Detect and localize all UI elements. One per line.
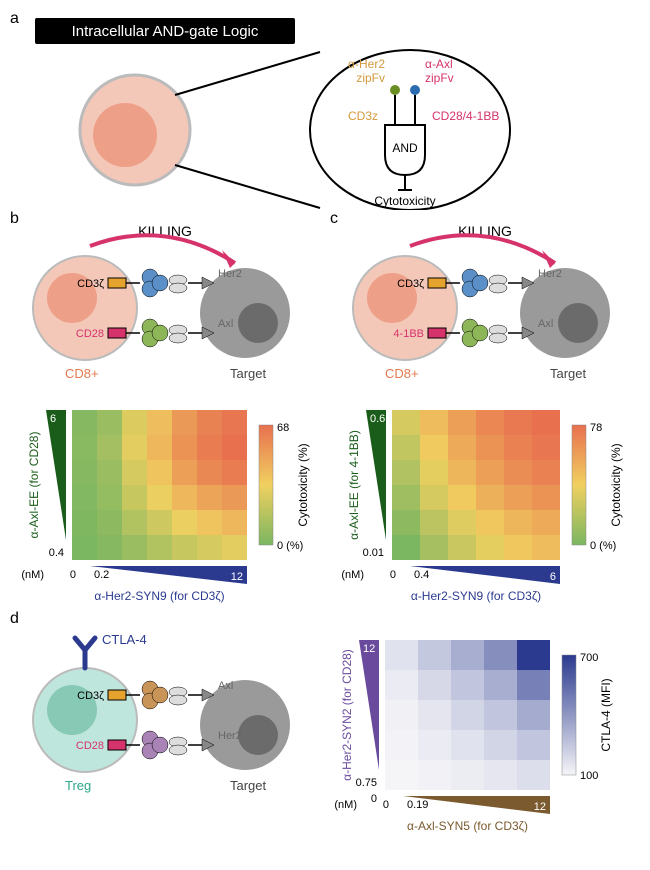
svg-text:Target: Target bbox=[230, 366, 267, 381]
panel-a-svg: Intracellular AND-gate Logic AND Cytotox… bbox=[10, 10, 640, 210]
panel-d-svg: Treg Target CTLA-4 CD3ζ Axl CD28 Her2 12 0.75 0 α-… bbox=[10, 610, 640, 860]
svg-text:Her2: Her2 bbox=[218, 730, 242, 742]
svg-text:Axl: Axl bbox=[218, 680, 233, 692]
svg-text:Treg: Treg bbox=[65, 778, 91, 793]
svg-text:CD3ζ: CD3ζ bbox=[77, 278, 104, 290]
svg-text:12: 12 bbox=[363, 643, 375, 655]
zoom-line-bot bbox=[175, 165, 320, 208]
svg-text:α-Axl-SYN5 (for CD3ζ): α-Axl-SYN5 (for CD3ζ) bbox=[407, 819, 528, 833]
svg-text:CD8+: CD8+ bbox=[385, 366, 419, 381]
svg-text:0 (%): 0 (%) bbox=[590, 540, 616, 552]
svg-text:0: 0 bbox=[371, 793, 377, 805]
svg-text:0: 0 bbox=[390, 569, 396, 581]
zipfv1-l2: zipFv bbox=[356, 71, 385, 85]
svg-text:0.2: 0.2 bbox=[94, 569, 109, 581]
svg-text:Target: Target bbox=[230, 778, 267, 793]
panel-a-label: a bbox=[10, 10, 19, 28]
svg-text:0.01: 0.01 bbox=[363, 547, 384, 559]
panel-c: c CD8+TargetKILLINGCD3ζHer24-1BBAxl0.60.… bbox=[330, 210, 650, 610]
cell-inner bbox=[93, 103, 157, 167]
sig1-label: CD3z bbox=[348, 109, 378, 123]
svg-text:100: 100 bbox=[580, 770, 598, 782]
row-bc: b CD8+TargetKILLINGCD3ζHer2CD28Axl60.4α-… bbox=[10, 210, 640, 610]
svg-text:0: 0 bbox=[70, 569, 76, 581]
svg-text:Target: Target bbox=[550, 366, 587, 381]
svg-text:0.6: 0.6 bbox=[370, 413, 385, 425]
svg-text:CTLA-4: CTLA-4 bbox=[102, 632, 147, 647]
panel-d-label: d bbox=[10, 610, 19, 628]
svg-text:0.4: 0.4 bbox=[414, 569, 429, 581]
svg-text:0 (%): 0 (%) bbox=[277, 540, 303, 552]
svg-text:α-Her2-SYN9 (for CD3ζ): α-Her2-SYN9 (for CD3ζ) bbox=[94, 589, 224, 603]
dot-1 bbox=[390, 85, 400, 95]
svg-text:0.19: 0.19 bbox=[407, 799, 428, 811]
panel-c-svg: CD8+TargetKILLINGCD3ζHer24-1BBAxl0.60.01… bbox=[330, 210, 650, 610]
svg-text:Her2: Her2 bbox=[538, 268, 562, 280]
svg-text:0.75: 0.75 bbox=[356, 777, 377, 789]
svg-text:CD8+: CD8+ bbox=[65, 366, 99, 381]
svg-text:α-Her2-SYN9 (for CD3ζ): α-Her2-SYN9 (for CD3ζ) bbox=[411, 589, 541, 603]
zoom-line-top bbox=[175, 52, 320, 95]
panel-b-svg: CD8+TargetKILLINGCD3ζHer2CD28Axl60.4α-Ax… bbox=[10, 210, 330, 610]
svg-text:0: 0 bbox=[383, 799, 389, 811]
svg-text:Axl: Axl bbox=[538, 318, 553, 330]
panel-c-label: c bbox=[330, 210, 338, 228]
panel-b: b CD8+TargetKILLINGCD3ζHer2CD28Axl60.4α-… bbox=[10, 210, 330, 610]
sig2-label: CD28/4-1BB bbox=[432, 109, 499, 123]
output-label: Cytotoxicity bbox=[374, 194, 435, 208]
svg-text:6: 6 bbox=[550, 571, 556, 583]
svg-text:α-Her2-SYN2 (for CD28): α-Her2-SYN2 (for CD28) bbox=[340, 649, 354, 781]
svg-text:(nM): (nM) bbox=[341, 569, 364, 581]
dot-2 bbox=[410, 85, 420, 95]
svg-text:12: 12 bbox=[534, 801, 546, 813]
svg-text:Axl: Axl bbox=[218, 318, 233, 330]
svg-text:α-Axl-EE (for 4-1BB): α-Axl-EE (for 4-1BB) bbox=[347, 430, 361, 540]
svg-text:0.4: 0.4 bbox=[49, 547, 64, 559]
svg-text:CD28: CD28 bbox=[76, 740, 104, 752]
svg-text:α-Axl-EE (for CD28): α-Axl-EE (for CD28) bbox=[27, 432, 41, 539]
zipfv2-l2: zipFv bbox=[425, 71, 454, 85]
svg-text:6: 6 bbox=[50, 413, 56, 425]
svg-text:Cytotoxicity (%): Cytotoxicity (%) bbox=[296, 443, 310, 526]
svg-text:CD28: CD28 bbox=[76, 328, 104, 340]
panel-d: d Treg Target CTLA-4 CD3ζ Axl CD28 Her2 12 0.75 0… bbox=[10, 610, 640, 860]
and-label: AND bbox=[392, 141, 418, 155]
svg-text:CTLA-4 (MFI): CTLA-4 (MFI) bbox=[599, 678, 613, 751]
svg-text:12: 12 bbox=[231, 571, 243, 583]
svg-text:78: 78 bbox=[590, 422, 602, 434]
svg-text:700: 700 bbox=[580, 652, 598, 664]
panel-a: a Intracellular AND-gate Logic AND Cytot… bbox=[10, 10, 640, 210]
zipfv1-l1: α-Her2 bbox=[348, 57, 385, 71]
svg-text:Cytotoxicity (%): Cytotoxicity (%) bbox=[609, 443, 623, 526]
svg-text:Her2: Her2 bbox=[218, 268, 242, 280]
svg-text:(nM): (nM) bbox=[21, 569, 44, 581]
zipfv2-l1: α-Axl bbox=[425, 57, 453, 71]
svg-text:CD3ζ: CD3ζ bbox=[397, 278, 424, 290]
svg-text:CD3ζ: CD3ζ bbox=[77, 690, 104, 702]
svg-text:68: 68 bbox=[277, 422, 289, 434]
panel-b-label: b bbox=[10, 210, 19, 228]
svg-text:4-1BB: 4-1BB bbox=[393, 328, 424, 340]
banner-text: Intracellular AND-gate Logic bbox=[72, 23, 259, 40]
svg-text:(nM): (nM) bbox=[334, 799, 357, 811]
